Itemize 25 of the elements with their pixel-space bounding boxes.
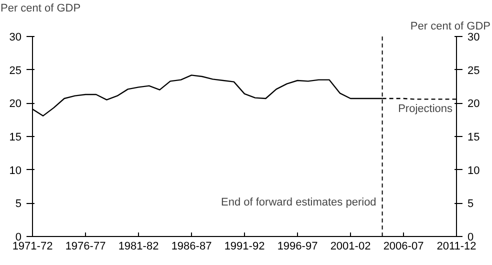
x-tick-label: 1981-82	[118, 240, 159, 252]
y-tick-label: 20	[9, 98, 22, 110]
x-tick-label: 2011-12	[436, 240, 476, 252]
x-tick-label: 1986-87	[171, 240, 212, 252]
y-tick-label: 25	[9, 64, 22, 77]
x-tick-label: 1996-97	[277, 240, 318, 252]
x-tick-label: 2006-07	[383, 240, 424, 252]
annotation: End of forward estimates period	[221, 196, 376, 208]
y-tick-label: 5	[15, 198, 22, 210]
annotation: Projections	[398, 103, 453, 116]
x-tick-label: 1976-77	[65, 240, 106, 252]
y2-tick-label: 20	[468, 98, 480, 110]
x-tick-label: 2001-02	[330, 240, 371, 252]
y-tick-label: 10	[9, 164, 22, 177]
x-tick-label: 1991-92	[224, 240, 265, 252]
y2-tick-label: 15	[468, 132, 480, 144]
y2-tick-label: 5	[468, 198, 474, 210]
y2-axis-title: Per cent of GDP	[410, 20, 491, 32]
x-tick-label: 1971-72	[12, 240, 53, 252]
y2-tick-label: 30	[468, 32, 480, 44]
y-tick-label: 15	[9, 132, 22, 144]
y2-tick-label: 25	[468, 64, 480, 77]
y2-tick-label: 10	[468, 164, 480, 177]
y-axis-title: Per cent of GDP	[0, 2, 81, 14]
y-tick-label: 30	[9, 32, 22, 44]
